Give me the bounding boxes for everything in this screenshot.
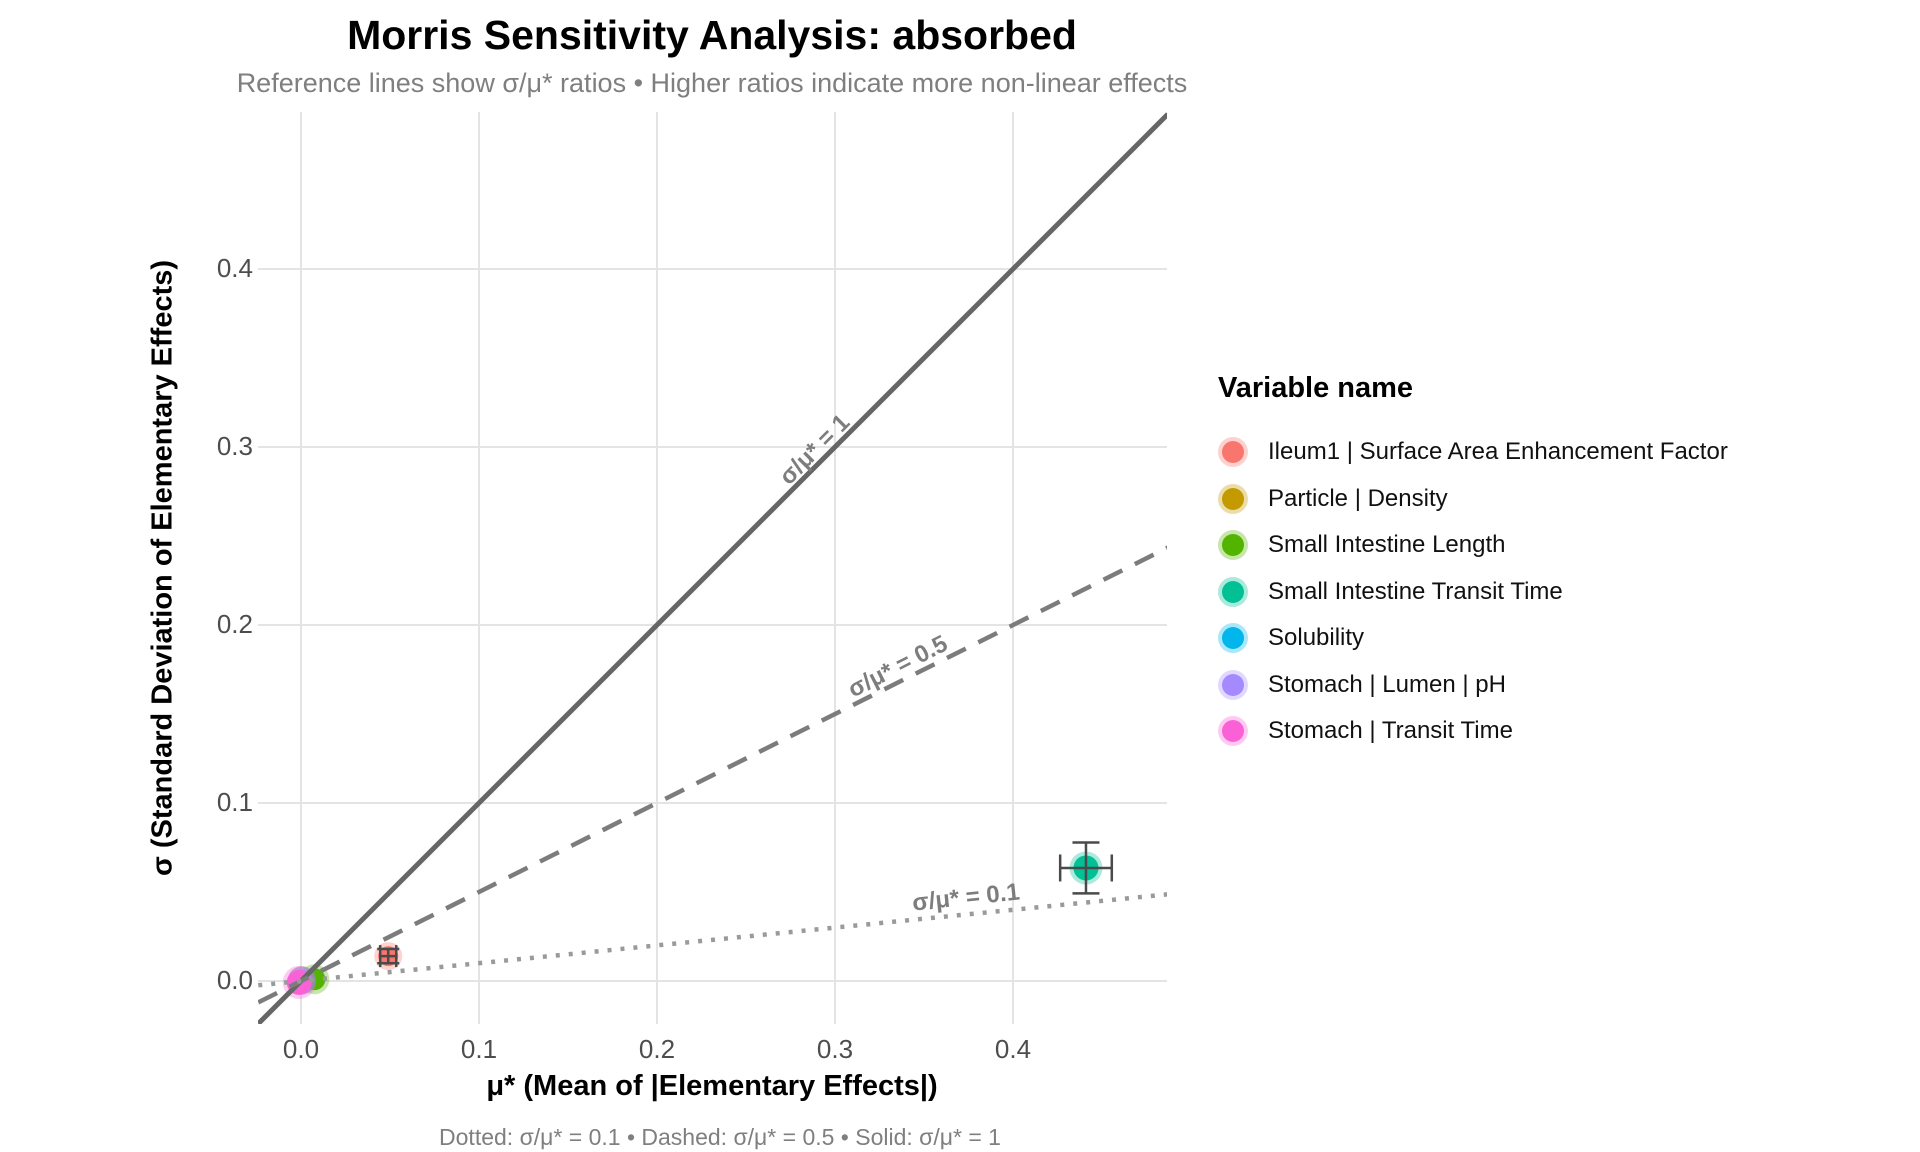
legend-item-label: Particle | Density — [1268, 484, 1448, 512]
x-tick-label: 0.0 — [282, 1034, 320, 1064]
x-tick-label: 0.1 — [460, 1034, 498, 1064]
legend-swatch-icon — [1222, 534, 1244, 557]
legend-swatch-icon — [1222, 673, 1244, 696]
legend-row: Solubility — [1218, 615, 1838, 662]
legend-swatch-icon — [1222, 580, 1244, 603]
legend-row: Stomach | Transit Time — [1218, 708, 1838, 755]
plot-canvas — [258, 112, 1167, 1024]
y-tick-label: 0.4 — [216, 253, 253, 283]
legend-item-label: Ileum1 | Surface Area Enhancement Factor — [1268, 438, 1728, 466]
legend-row: Small Intestine Length — [1218, 522, 1838, 569]
y-tick-label: 0.2 — [216, 609, 253, 639]
ref-line-solid — [258, 112, 1167, 1024]
legend: Variable name Ileum1 | Surface Area Enha… — [1218, 372, 1838, 755]
legend-items: Ileum1 | Surface Area Enhancement Factor… — [1218, 429, 1838, 755]
y-tick-label: 0.0 — [216, 965, 253, 995]
ref-line-dotted — [258, 892, 1167, 988]
legend-item-label: Small Intestine Transit Time — [1268, 577, 1563, 605]
x-tick-label: 0.3 — [816, 1034, 854, 1064]
legend-swatch-icon — [1222, 720, 1244, 743]
legend-item-label: Solubility — [1268, 624, 1365, 652]
plot-title: Morris Sensitivity Analysis: absorbed — [347, 12, 1077, 58]
legend-item-label: Stomach | Lumen | pH — [1268, 670, 1506, 698]
legend-item-label: Stomach | Transit Time — [1268, 717, 1513, 745]
y-axis-title: σ (Standard Deviation of Elementary Effe… — [146, 259, 179, 877]
legend-row: Particle | Density — [1218, 476, 1838, 523]
x-axis-title: μ* (Mean of |Elementary Effects|) — [486, 1070, 938, 1102]
plot-subtitle: Reference lines show σ/μ* ratios • Highe… — [236, 68, 1188, 98]
plot-panel — [258, 112, 1167, 1024]
legend-row: Ileum1 | Surface Area Enhancement Factor — [1218, 429, 1838, 476]
legend-row: Small Intestine Transit Time — [1218, 569, 1838, 616]
legend-title: Variable name — [1218, 372, 1414, 404]
legend-swatch-icon — [1222, 487, 1244, 510]
ref-line-dashed — [258, 545, 1167, 1005]
x-tick-label: 0.4 — [994, 1034, 1032, 1064]
y-tick-label: 0.1 — [216, 787, 253, 817]
x-tick-label: 0.2 — [638, 1034, 676, 1064]
legend-row: Stomach | Lumen | pH — [1218, 662, 1838, 709]
legend-swatch-icon — [1222, 627, 1244, 650]
y-tick-label: 0.3 — [216, 431, 253, 461]
plot-caption: Dotted: σ/μ* = 0.1 • Dashed: σ/μ* = 0.5 … — [439, 1124, 1001, 1150]
legend-item-label: Small Intestine Length — [1268, 531, 1506, 559]
legend-swatch-icon — [1222, 441, 1244, 464]
